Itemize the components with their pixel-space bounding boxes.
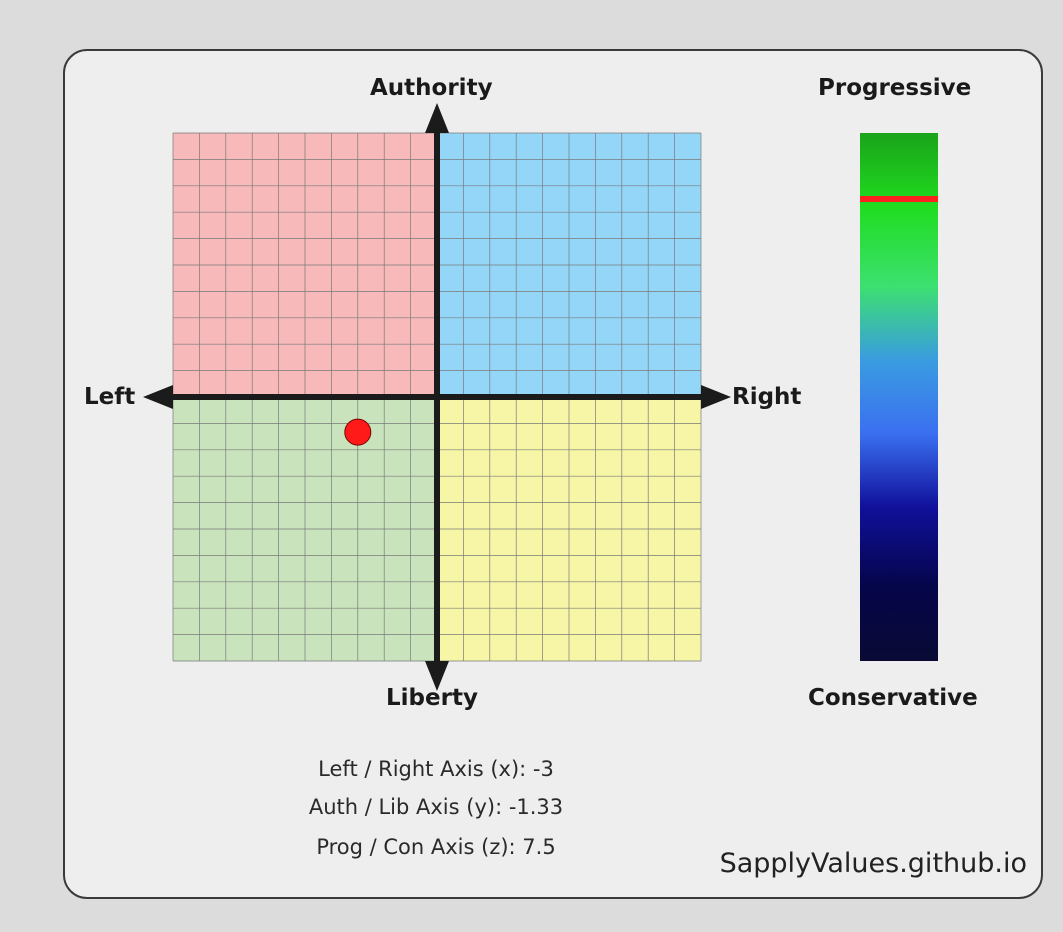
progressive-conservative-bar (860, 133, 938, 661)
result-x: Left / Right Axis (x): -3 (318, 757, 554, 781)
results-card: Authority Liberty Left Right Progressive… (63, 49, 1043, 899)
result-z: Prog / Con Axis (z): 7.5 (316, 835, 556, 859)
axis-label-progressive: Progressive (818, 75, 972, 101)
arrow-left (143, 385, 173, 409)
arrow-down (425, 661, 449, 691)
result-point (344, 418, 372, 446)
compass-axes (143, 103, 731, 691)
site-url: SapplyValues.github.io (719, 848, 1027, 879)
axis-label-conservative: Conservative (808, 685, 978, 711)
axis-label-right: Right (732, 384, 802, 410)
political-compass (143, 103, 731, 691)
axis-label-authority: Authority (370, 75, 493, 101)
arrow-right (701, 385, 731, 409)
axis-label-liberty: Liberty (386, 685, 478, 711)
axis-label-left: Left (84, 384, 136, 410)
z-score-marker (860, 196, 938, 202)
arrow-up (425, 103, 449, 133)
result-y: Auth / Lib Axis (y): -1.33 (308, 795, 564, 819)
